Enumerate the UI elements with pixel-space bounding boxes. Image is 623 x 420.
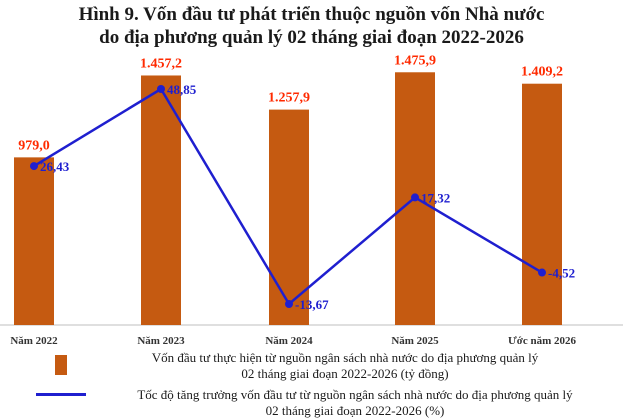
bar-1 [141, 75, 181, 325]
bar-value-label-4: 1.409,2 [521, 65, 563, 80]
legend-swatch-line [36, 393, 86, 396]
bar-4 [522, 83, 562, 325]
bar-value-label-0: 979,0 [18, 138, 50, 153]
category-label-0: Năm 2022 [10, 335, 58, 347]
legend-line-label-line-2: 02 tháng giai đoạn 2022-2026 (%) [265, 403, 445, 418]
growth-point-4 [538, 268, 546, 277]
growth-point-2 [285, 300, 293, 308]
bar-value-label-1: 1.457,2 [140, 56, 182, 71]
chart-title-line-1: Hình 9. Vốn đầu tư phát triển thuộc nguồ… [78, 4, 545, 25]
legend-bar-label-line-1: Vốn đầu tư thực hiện từ nguồn ngân sách … [151, 350, 539, 365]
legend-line-label: Tốc độ tăng trưởng vốn đầu tư từ nguồn n… [95, 387, 615, 419]
chart-title: Hình 9. Vốn đầu tư phát triển thuộc nguồ… [0, 0, 623, 49]
growth-value-label-0: 26,43 [40, 159, 70, 174]
legend-line-label-line-1: Tốc độ tăng trưởng vốn đầu tư từ nguồn n… [137, 387, 573, 402]
growth-point-0 [30, 162, 38, 171]
category-label-1: Năm 2023 [137, 335, 185, 347]
bar-0 [14, 157, 54, 325]
bar-value-label-2: 1.257,9 [268, 91, 310, 106]
growth-point-1 [157, 85, 165, 93]
category-label-2: Năm 2024 [265, 335, 313, 347]
growth-value-label-3: 17,32 [421, 190, 450, 205]
legend-swatch-bar [55, 355, 67, 375]
category-label-4: Ước năm 2026 [508, 335, 577, 347]
growth-value-label-2: -13,67 [295, 297, 329, 312]
bar-2 [269, 109, 309, 325]
bar-value-label-3: 1.475,9 [394, 53, 436, 68]
category-label-3: Năm 2025 [391, 335, 439, 347]
growth-point-3 [411, 193, 419, 202]
legend-bar-label-line-2: 02 tháng giai đoạn 2022-2026 (tỷ đồng) [241, 366, 449, 381]
growth-value-label-1: 48,85 [167, 82, 197, 97]
legend-bar-label: Vốn đầu tư thực hiện từ nguồn ngân sách … [95, 350, 595, 382]
chart-title-line-2: do địa phương quản lý 02 tháng giai đoạn… [99, 27, 524, 48]
growth-value-label-4: -4,52 [548, 266, 575, 281]
